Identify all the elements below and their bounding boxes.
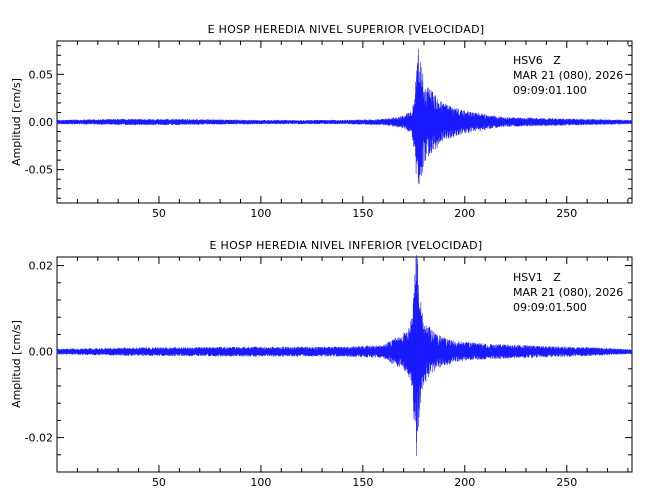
panel-inferior-trace xyxy=(56,255,633,457)
panel-inferior-y-tick-label: -0.02 xyxy=(25,432,53,445)
panel-inferior-time: 09:09:01.500 xyxy=(513,301,587,314)
panel-inferior: E HOSP HEREDIA NIVEL INFERIOR [VELOCIDAD… xyxy=(10,239,633,489)
panel-inferior-x-tick-label: 100 xyxy=(250,476,271,489)
panel-superior-y-tick-label: 0.05 xyxy=(29,68,54,81)
panel-superior-station: HSV6 Z xyxy=(513,54,561,67)
panel-superior-ylabel: Amplitud [cm/s] xyxy=(10,78,23,166)
panel-inferior-x-tick-label: 50 xyxy=(152,476,166,489)
panel-inferior-x-tick-label: 150 xyxy=(352,476,373,489)
panel-superior-title: E HOSP HEREDIA NIVEL SUPERIOR [VELOCIDAD… xyxy=(208,23,485,36)
panel-inferior-title: E HOSP HEREDIA NIVEL INFERIOR [VELOCIDAD… xyxy=(210,239,483,252)
panel-superior-date: MAR 21 (080), 2026 xyxy=(513,69,623,82)
panel-superior-x-tick-label: 50 xyxy=(152,207,166,220)
panel-superior-x-tick-label: 250 xyxy=(556,207,577,220)
panel-inferior-y-tick-label: 0.02 xyxy=(29,260,54,273)
panel-superior-y-tick-label: 0.00 xyxy=(29,116,54,129)
panel-superior: E HOSP HEREDIA NIVEL SUPERIOR [VELOCIDAD… xyxy=(10,23,633,220)
panel-superior-x-tick-label: 100 xyxy=(250,207,271,220)
panel-superior-x-axis: 50 100 150 200 250 xyxy=(76,41,629,220)
panel-inferior-station: HSV1 Z xyxy=(513,271,561,284)
panel-inferior-x-tick-label: 200 xyxy=(454,476,475,489)
panel-superior-time: 09:09:01.100 xyxy=(513,84,587,97)
panel-superior-trace xyxy=(56,48,633,185)
panel-superior-y-tick-label: -0.05 xyxy=(25,164,53,177)
panel-inferior-date: MAR 21 (080), 2026 xyxy=(513,286,623,299)
panel-inferior-y-tick-label: 0.00 xyxy=(29,346,54,359)
panel-inferior-x-axis: 50 100 150 200 250 xyxy=(76,257,629,489)
panel-inferior-ylabel: Amplitud [cm/s] xyxy=(10,320,23,408)
panel-superior-x-tick-label: 200 xyxy=(454,207,475,220)
panel-superior-x-tick-label: 150 xyxy=(352,207,373,220)
panel-inferior-plot-frame xyxy=(56,256,633,473)
panel-inferior-x-tick-label: 250 xyxy=(556,476,577,489)
